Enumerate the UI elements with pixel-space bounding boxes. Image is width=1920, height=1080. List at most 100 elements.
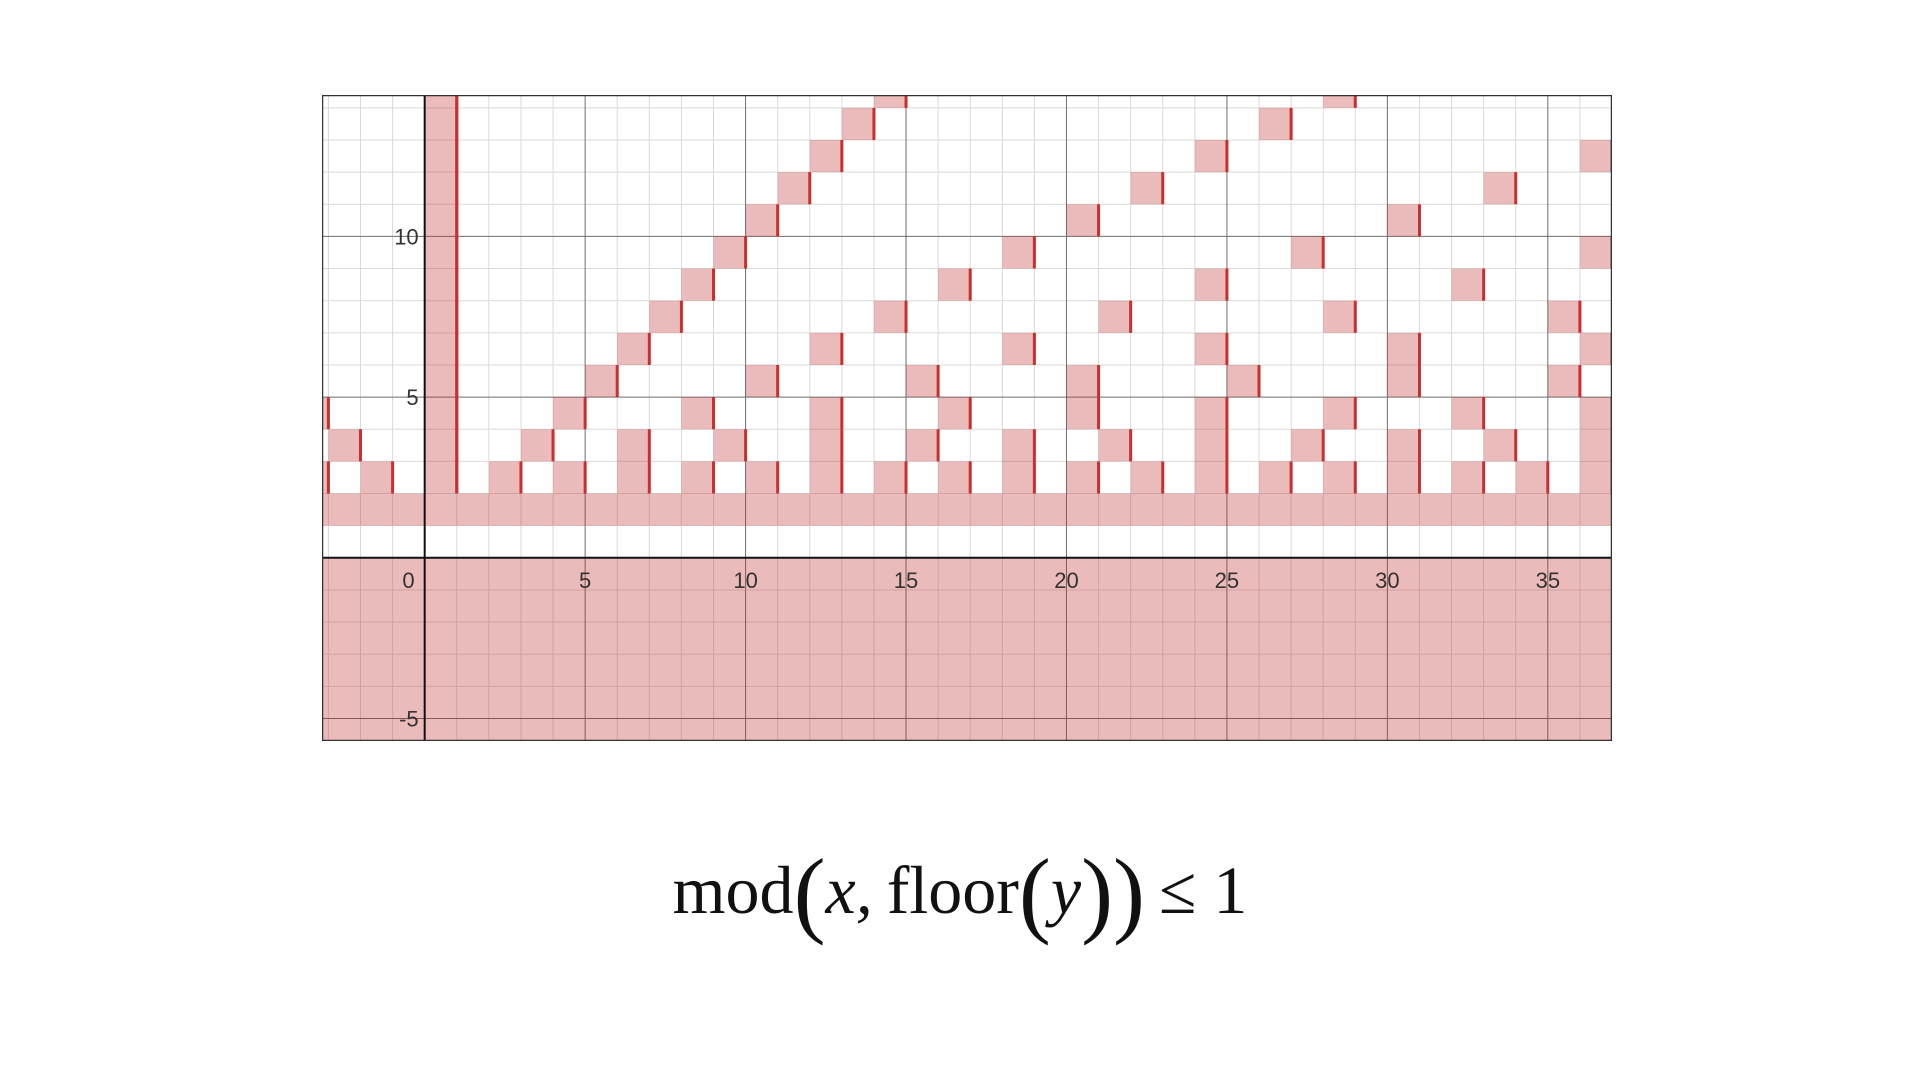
x-tick-label: 0 xyxy=(402,568,414,593)
region-row xyxy=(322,493,1612,526)
formula-close-paren: ) xyxy=(1113,839,1145,946)
plot-frame xyxy=(322,95,1612,741)
region-cell xyxy=(1387,204,1420,237)
shaded-regions xyxy=(322,95,1612,741)
region-cell xyxy=(424,429,457,462)
region-cell xyxy=(1451,268,1484,301)
region-cell xyxy=(424,204,457,237)
region-cell xyxy=(873,461,907,494)
region-cell xyxy=(617,332,650,365)
region-row xyxy=(322,686,1612,719)
x-tick-label: 5 xyxy=(579,568,591,593)
region-cell xyxy=(360,461,393,494)
region-cell xyxy=(585,364,618,398)
region-cell xyxy=(1291,429,1324,462)
region-cell xyxy=(809,332,842,365)
axes xyxy=(322,95,1612,741)
region-cell xyxy=(1323,95,1356,108)
region-plot[interactable]: 0 5 10 15 20 25 30 35 -5 5 10 xyxy=(322,95,1612,741)
region-cell xyxy=(1547,300,1580,333)
inequality-formula: mod(x, floor(y)) ≤ 1 xyxy=(0,845,1920,941)
region-cell xyxy=(1387,364,1420,398)
region-cell xyxy=(713,429,746,462)
region-cell xyxy=(906,364,939,398)
region-cell xyxy=(617,429,650,462)
region-cell xyxy=(1194,461,1227,494)
region-row xyxy=(322,622,1612,655)
region-row xyxy=(322,557,1612,590)
region-cell xyxy=(809,397,842,430)
region-cell xyxy=(906,429,939,462)
x-tick-label: 25 xyxy=(1215,568,1239,593)
region-cell xyxy=(1547,364,1580,398)
region-cell xyxy=(1098,429,1131,462)
region-cell xyxy=(1098,300,1131,333)
y-tick-label: 5 xyxy=(406,385,418,410)
region-cell xyxy=(424,268,457,301)
region-cell xyxy=(1483,429,1516,462)
x-tick-label: 35 xyxy=(1536,568,1560,593)
region-cell xyxy=(745,364,778,398)
region-cell xyxy=(1579,139,1612,173)
region-cell xyxy=(424,95,457,108)
region-cell xyxy=(328,429,361,462)
region-cell xyxy=(424,461,457,494)
region-cell xyxy=(681,397,714,430)
x-tick-label: 15 xyxy=(894,568,918,593)
tick-labels: 0 5 10 15 20 25 30 35 -5 5 10 xyxy=(394,224,1560,731)
region-cell xyxy=(873,95,907,108)
region-cell xyxy=(1130,461,1163,494)
formula-open-paren: ( xyxy=(793,839,826,946)
region-cell xyxy=(1066,397,1099,430)
plot-background xyxy=(322,95,1612,741)
x-tick-label: 10 xyxy=(733,568,757,593)
region-cell xyxy=(1066,364,1099,398)
formula-relation: ≤ 1 xyxy=(1159,852,1248,928)
formula-inner-open-paren: ( xyxy=(1018,839,1051,946)
region-cell xyxy=(1002,236,1035,269)
region-cell xyxy=(745,204,778,237)
region-cell xyxy=(1066,204,1099,237)
x-tick-label: 30 xyxy=(1375,568,1399,593)
region-cell xyxy=(1194,332,1227,365)
region-cell xyxy=(424,236,457,269)
region-edges xyxy=(326,95,1612,494)
region-cell xyxy=(681,268,714,301)
major-grid xyxy=(322,95,1612,741)
region-cell xyxy=(1323,300,1356,333)
region-cell xyxy=(1194,268,1227,301)
region-cell xyxy=(938,461,971,494)
region-cell xyxy=(777,172,810,205)
region-cell xyxy=(424,397,457,430)
region-cell xyxy=(1387,429,1420,462)
region-cell xyxy=(617,461,650,494)
region-cell xyxy=(1579,461,1612,494)
minor-grid xyxy=(322,95,1612,741)
region-cell xyxy=(1226,364,1260,398)
region-cell xyxy=(681,461,714,494)
region-cell xyxy=(520,429,554,462)
region-cell xyxy=(1194,139,1227,173)
region-cell xyxy=(1066,461,1099,494)
formula-var-y: y xyxy=(1050,852,1082,928)
region-cell xyxy=(553,461,586,494)
formula-func: mod xyxy=(672,852,794,928)
x-tick-label: 20 xyxy=(1054,568,1078,593)
region-cell xyxy=(873,300,907,333)
region-cell xyxy=(841,107,874,140)
region-cell xyxy=(424,107,457,140)
region-cell xyxy=(488,461,521,494)
region-cell xyxy=(1515,461,1548,494)
region-cell xyxy=(322,397,329,430)
graph-panel[interactable]: 0 5 10 15 20 25 30 35 -5 5 10 xyxy=(322,95,1612,741)
region-row xyxy=(322,589,1612,623)
region-cell xyxy=(553,397,586,430)
region-cell xyxy=(1387,332,1420,365)
region-cell xyxy=(1194,397,1227,430)
y-tick-label: 10 xyxy=(394,224,418,249)
region-cell xyxy=(1579,236,1612,269)
region-cell xyxy=(1259,107,1292,140)
region-cell xyxy=(809,429,842,462)
region-cell xyxy=(424,364,457,398)
formula-inner-close-paren: ) xyxy=(1081,839,1114,946)
